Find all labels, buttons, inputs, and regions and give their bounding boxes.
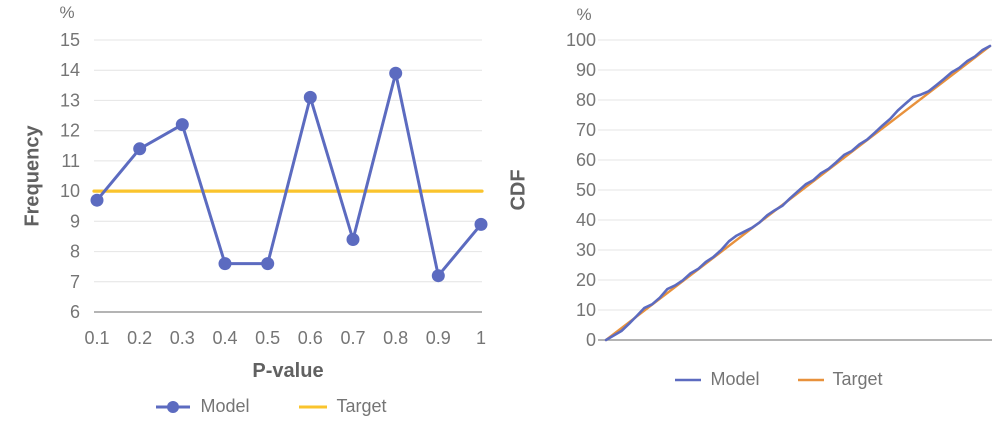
- svg-text:20: 20: [576, 270, 596, 290]
- svg-text:40: 40: [576, 210, 596, 230]
- legend-item-target: Target: [296, 396, 387, 417]
- model-line-icon: [675, 378, 702, 381]
- frequency-chart: % Frequency 15 14 13 12 11 10 9 8 7 6 0.1 0.2 0.3 0.4…: [22, 3, 488, 416]
- svg-text:30: 30: [576, 240, 596, 260]
- x-axis-title: P-value: [252, 360, 324, 382]
- legend-label-target: Target: [336, 396, 387, 416]
- svg-text:0.6: 0.6: [298, 328, 323, 348]
- legend-item-model: Model: [153, 396, 250, 417]
- legend-item-model: Model: [673, 369, 760, 390]
- legend-label-model: Model: [710, 369, 760, 389]
- target-line-icon: [298, 405, 327, 408]
- svg-text:0.8: 0.8: [383, 328, 408, 348]
- y-axis-unit-label: %: [59, 3, 75, 22]
- svg-text:12: 12: [60, 121, 80, 141]
- legend-label-model: Model: [200, 396, 250, 416]
- target-line-icon: [797, 378, 824, 381]
- legend-label-target: Target: [832, 369, 883, 389]
- svg-text:15: 15: [60, 30, 80, 50]
- cdf-legend: Model Target: [528, 369, 1000, 390]
- svg-text:11: 11: [61, 151, 80, 171]
- svg-text:0.1: 0.1: [84, 328, 109, 348]
- legend-item-target: Target: [796, 369, 883, 390]
- svg-text:6: 6: [70, 302, 80, 322]
- frequency-plot-area: 15 14 13 12 11 10 9 8 7 60.1 0.2 0.3 0.4 0.5 0.6 0.7 0.8…: [60, 30, 488, 348]
- svg-text:8: 8: [70, 242, 80, 262]
- svg-text:50: 50: [576, 180, 596, 200]
- svg-text:13: 13: [60, 90, 80, 110]
- frequency-legend: Model Target: [20, 396, 520, 417]
- svg-text:100: 100: [566, 30, 596, 50]
- svg-text:0.9: 0.9: [426, 328, 451, 348]
- svg-text:90: 90: [576, 60, 596, 80]
- model-line-dot-icon: [156, 400, 191, 413]
- svg-text:10: 10: [60, 181, 80, 201]
- svg-text:10: 10: [576, 300, 596, 320]
- y-axis-unit-label: %: [576, 5, 592, 24]
- svg-text:7: 7: [70, 272, 80, 292]
- svg-text:0.7: 0.7: [340, 328, 365, 348]
- svg-text:60: 60: [576, 150, 596, 170]
- svg-text:80: 80: [576, 90, 596, 110]
- svg-text:14: 14: [60, 60, 80, 80]
- svg-text:0.5: 0.5: [255, 328, 280, 348]
- svg-text:70: 70: [576, 120, 596, 140]
- svg-text:0.2: 0.2: [127, 328, 152, 348]
- svg-text:0.3: 0.3: [170, 328, 195, 348]
- svg-text:1: 1: [476, 328, 486, 348]
- svg-text:0: 0: [586, 330, 596, 350]
- svg-text:9: 9: [70, 211, 80, 231]
- cdf-chart: % CDF 100 90 80 70 60 50 40 30 20 10 0 Model Targe…: [500, 0, 1000, 425]
- svg-text:0.4: 0.4: [212, 328, 237, 348]
